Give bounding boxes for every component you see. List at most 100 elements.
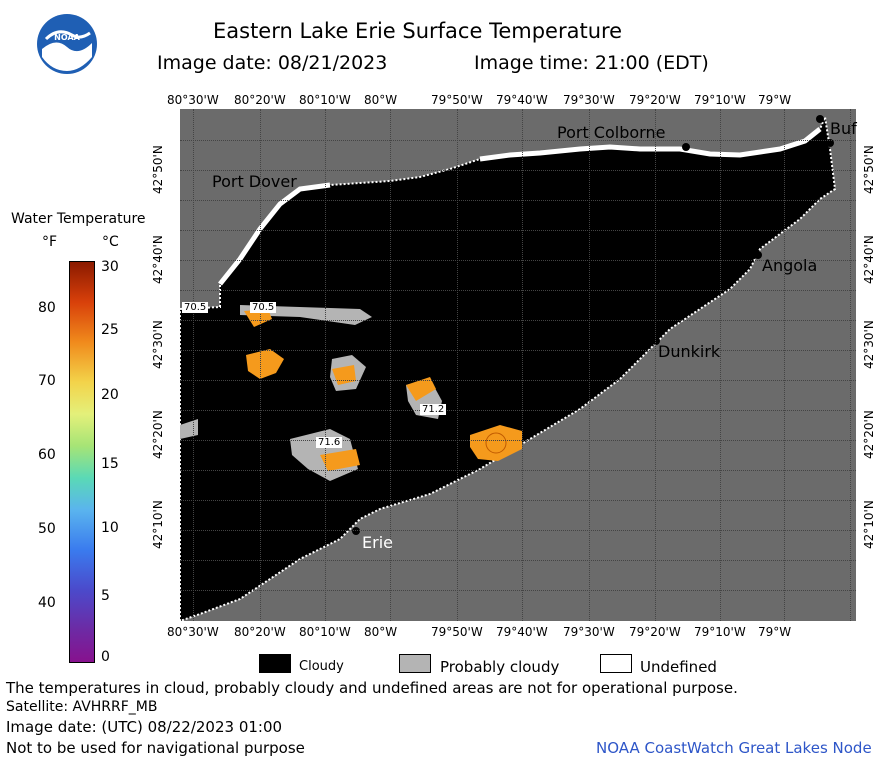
lon-label-top: 79°50'W bbox=[431, 93, 483, 107]
image-time: Image time: 21:00 (EDT) bbox=[474, 52, 709, 74]
lat-label-left: 42°50'N bbox=[151, 145, 165, 194]
legend-swatch-probably-cloudy bbox=[399, 654, 431, 673]
lon-label-top: 80°W bbox=[364, 93, 398, 107]
lat-label-left: 42°30'N bbox=[151, 320, 165, 369]
lon-label-top: 80°20'W bbox=[234, 93, 286, 107]
graticule-line bbox=[180, 560, 856, 561]
lon-label-bottom: 79°20'W bbox=[629, 625, 681, 639]
lon-label-bottom: 79°10'W bbox=[694, 625, 746, 639]
place-buffalo: Buf bbox=[830, 119, 857, 138]
lat-label-right: 42°30'N bbox=[862, 320, 876, 369]
lon-label-top: 79°30'W bbox=[563, 93, 615, 107]
colorbar-tick-c: 15 bbox=[101, 456, 119, 472]
page-title: Eastern Lake Erie Surface Temperature bbox=[213, 19, 623, 43]
image-date: Image date: 08/21/2023 bbox=[157, 52, 388, 74]
graticule-line bbox=[180, 440, 856, 441]
lat-label-right: 42°50'N bbox=[862, 145, 876, 194]
graticule-line bbox=[180, 350, 856, 351]
legend-cloudy: Cloudy bbox=[299, 659, 344, 674]
noaa-logo-text: NOAA bbox=[54, 33, 80, 42]
colorbar-tick-c: 25 bbox=[101, 322, 119, 338]
colorbar-tick-c: 0 bbox=[101, 649, 110, 665]
footer-nav-note: Not to be used for navigational purpose bbox=[6, 739, 305, 757]
graticule-line bbox=[850, 109, 851, 621]
place-erie: Erie bbox=[362, 533, 393, 552]
temp-label: 70.5 bbox=[250, 302, 277, 313]
colorbar-tick-c: 5 bbox=[101, 588, 110, 604]
place-angola: Angola bbox=[762, 256, 818, 275]
colorbar-tick-c: 10 bbox=[101, 520, 119, 536]
lon-label-bottom: 80°10'W bbox=[299, 625, 351, 639]
footer-utc-date: Image date: (UTC) 08/22/2023 01:00 bbox=[6, 718, 283, 736]
colorbar-tick-f: 50 bbox=[38, 521, 56, 537]
lon-label-bottom: 80°20'W bbox=[234, 625, 286, 639]
graticule-line bbox=[522, 109, 523, 621]
lat-label-left: 42°40'N bbox=[151, 235, 165, 284]
colorbar-tick-c: 30 bbox=[101, 259, 119, 275]
colorbar-unit-c: °C bbox=[102, 234, 119, 250]
footer-satellite: Satellite: AVHRRF_MB bbox=[6, 699, 158, 715]
graticule-line bbox=[180, 500, 856, 501]
colorbar-tick-f: 80 bbox=[38, 300, 56, 316]
lon-label-top: 80°10'W bbox=[299, 93, 351, 107]
graticule-line bbox=[180, 410, 856, 411]
graticule-line bbox=[180, 260, 856, 261]
lat-label-right: 42°40'N bbox=[862, 235, 876, 284]
lat-label-right: 42°10'N bbox=[862, 500, 876, 549]
warm-water-patch bbox=[244, 309, 272, 327]
colorbar-tick-c: 20 bbox=[101, 387, 119, 403]
colorbar-unit-f: °F bbox=[42, 234, 58, 250]
graticule-line bbox=[784, 109, 785, 621]
colorbar-tick-f: 70 bbox=[38, 373, 56, 389]
warm-water-patch bbox=[320, 449, 360, 471]
colorbar-tick-f: 60 bbox=[38, 447, 56, 463]
temp-label: 71.2 bbox=[420, 404, 447, 415]
undefined-shore-1 bbox=[218, 182, 331, 286]
graticule-line bbox=[180, 590, 856, 591]
map-svg bbox=[179, 109, 856, 623]
footer-note: The temperatures in cloud, probably clou… bbox=[6, 679, 738, 697]
temp-label: 70.5 bbox=[182, 302, 209, 313]
graticule-line bbox=[457, 109, 458, 621]
lat-label-left: 42°10'N bbox=[151, 500, 165, 549]
lon-label-bottom: 79°40'W bbox=[496, 625, 548, 639]
lon-label-bottom: 80°W bbox=[364, 625, 398, 639]
lon-label-top: 79°W bbox=[758, 93, 792, 107]
lat-label-right: 42°20'N bbox=[862, 410, 876, 459]
graticule-line bbox=[325, 109, 326, 621]
colorbar-tick-f: 40 bbox=[38, 595, 56, 611]
temp-label: 71.6 bbox=[316, 437, 343, 448]
graticule-line bbox=[180, 140, 856, 141]
colorbar bbox=[69, 261, 95, 663]
graticule-line bbox=[180, 230, 856, 231]
graticule-line bbox=[589, 109, 590, 621]
lat-label-left: 42°20'N bbox=[151, 410, 165, 459]
lon-label-top: 79°40'W bbox=[496, 93, 548, 107]
graticule-line bbox=[180, 320, 856, 321]
lon-label-bottom: 79°50'W bbox=[431, 625, 483, 639]
graticule-line bbox=[180, 530, 856, 531]
graticule-line bbox=[390, 109, 391, 621]
graticule-line bbox=[720, 109, 721, 621]
lon-label-top: 79°20'W bbox=[629, 93, 681, 107]
warm-water-patch bbox=[246, 349, 284, 379]
place-port-colborne: Port Colborne bbox=[557, 123, 666, 142]
place-dunkirk: Dunkirk bbox=[658, 342, 721, 361]
legend-swatch-cloudy bbox=[259, 654, 291, 673]
warm-water-patch bbox=[406, 377, 436, 401]
lon-label-bottom: 80°30'W bbox=[167, 625, 219, 639]
graticule-line bbox=[193, 109, 194, 621]
footer-credit: NOAA CoastWatch Great Lakes Node bbox=[596, 739, 872, 757]
legend-probably-cloudy: Probably cloudy bbox=[440, 658, 560, 676]
map-panel: Port Colborne Port Dover Angola Dunkirk … bbox=[179, 109, 857, 623]
lake-erie bbox=[179, 113, 837, 623]
noaa-logo: NOAA bbox=[36, 13, 98, 75]
lon-label-top: 79°10'W bbox=[694, 93, 746, 107]
graticule-line bbox=[260, 109, 261, 621]
graticule-line bbox=[180, 380, 856, 381]
warm-water-patch bbox=[470, 425, 522, 461]
graticule-line bbox=[180, 290, 856, 291]
legend-swatch-undefined bbox=[600, 654, 632, 673]
graticule-line bbox=[180, 200, 856, 201]
legend-undefined: Undefined bbox=[640, 658, 717, 676]
